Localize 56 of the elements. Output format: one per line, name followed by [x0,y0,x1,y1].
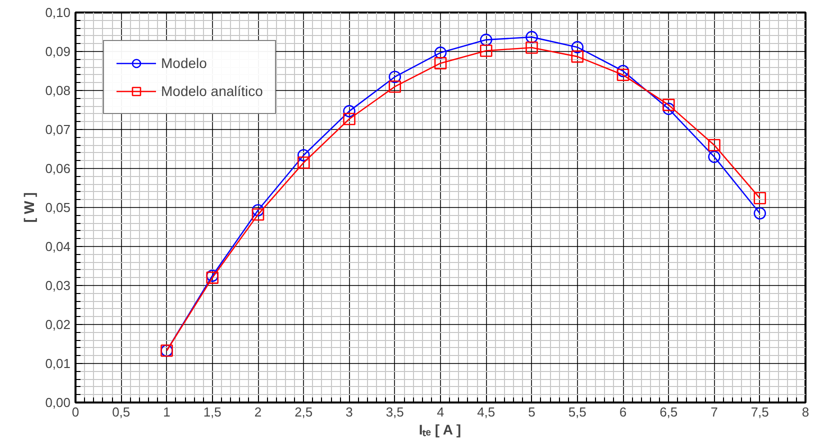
x-tick-label: 1,5 [203,404,222,420]
legend-label: Modelo analítico [161,83,263,99]
y-tick-label: 0,09 [45,44,71,59]
x-tick-label: 7,5 [750,404,769,420]
y-tick-label: 0,02 [45,317,71,332]
point [252,204,264,216]
x-tick-label: 6,5 [660,404,678,420]
y-tick-label: 0,00 [45,395,71,410]
y-tick-label: 0,06 [45,161,71,176]
point [526,30,538,44]
x-tick-label: 8 [802,404,810,420]
point [388,70,402,83]
point [708,138,720,152]
point [252,208,264,221]
x-axis-title: Iₜₑ [ A ] [418,422,462,438]
x-tick-label: 2,5 [294,404,313,420]
point [297,149,310,162]
point [616,64,630,78]
point [343,105,356,118]
x-tick-label: 2 [254,404,262,420]
point [388,80,402,93]
point [343,112,356,126]
x-tick-label: 6 [619,404,627,420]
point [434,57,447,70]
point [754,207,766,220]
point [662,102,675,115]
y-tick-label: 0,05 [45,200,71,215]
y-tick-label: 0,07 [45,122,71,137]
y-axis-title: [ W ] [21,192,38,223]
point [662,98,675,112]
point [434,46,447,59]
point [297,156,310,169]
x-tick-label: 0 [72,404,80,420]
point [616,68,630,82]
y-tick-label: 0,01 [45,356,71,371]
point [480,34,492,46]
x-tick-label: 3,5 [386,404,404,420]
point [571,41,584,54]
point [571,50,584,63]
y-tick-label: 0,10 [45,5,71,20]
point [480,44,492,57]
point [754,192,766,204]
x-tick-label: 5 [528,404,536,420]
x-tick-label: 5,5 [568,404,586,420]
x-tick-label: 4 [436,404,444,420]
x-tick-label: 3 [346,404,353,420]
y-tick-label: 0,03 [45,278,71,293]
legend-label: Modelo [161,55,207,71]
x-tick-label: 1 [163,404,170,420]
x-tick-label: 7 [710,404,718,420]
point [526,41,538,54]
y-tick-label: 0,08 [45,83,71,98]
y-tick-label: 0,04 [45,239,71,254]
point [708,150,720,163]
x-tick-label: 0,5 [112,404,130,420]
x-tick-label: 4,5 [477,404,496,420]
